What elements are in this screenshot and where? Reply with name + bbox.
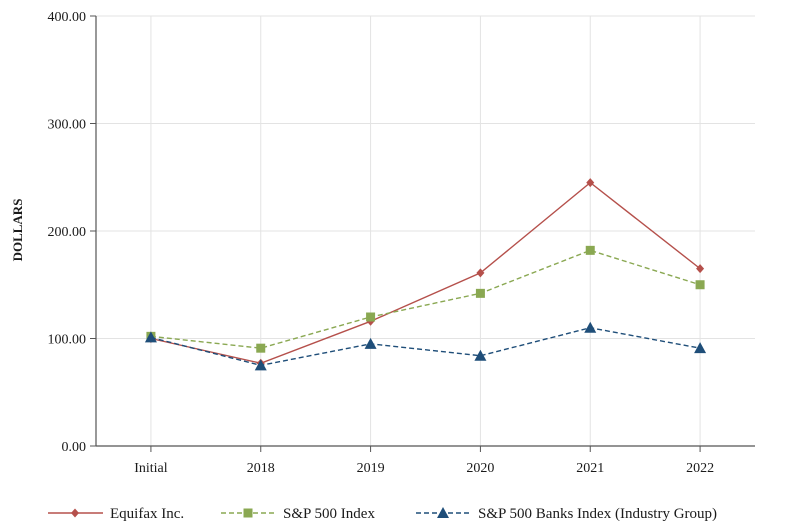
legend-marker: [437, 507, 449, 518]
y-tick-label: 0.00: [62, 440, 87, 455]
series-line: [150, 181, 701, 364]
y-tick-label: 200.00: [48, 225, 87, 240]
series-3: [144, 321, 707, 371]
series-1: [146, 178, 705, 368]
legend-label: S&P 500 Banks Index (Industry Group): [478, 506, 717, 521]
legend-marker: [71, 508, 79, 518]
data-point: [586, 178, 595, 188]
data-point: [584, 321, 597, 333]
data-point: [144, 331, 157, 343]
data-point: [476, 268, 485, 278]
x-tick-label: 2020: [466, 461, 494, 476]
data-point: [364, 337, 377, 349]
data-point: [474, 349, 487, 361]
data-point: [585, 245, 595, 255]
legend: Equifax Inc. S&P 500 Index S&P 500 Banks I…: [48, 506, 717, 521]
x-tick-label: 2019: [357, 461, 385, 476]
y-tick-label: 100.00: [48, 333, 87, 348]
y-axis-label: DOLLARS: [10, 199, 25, 262]
gridlines: [96, 15, 755, 447]
data-point: [254, 359, 267, 371]
y-tick-labels: 0.00 100.00 200.00 300.00 400.00: [48, 10, 87, 455]
legend-item-2: S&P 500 Index: [221, 506, 375, 521]
series-group: [144, 178, 707, 371]
data-point: [694, 342, 707, 354]
legend-label: Equifax Inc.: [110, 506, 184, 521]
x-tick-label: Initial: [134, 461, 168, 476]
y-tick-label: 300.00: [48, 118, 87, 133]
x-tick-label: 2022: [686, 461, 714, 476]
data-point: [256, 343, 266, 353]
legend-item-1: Equifax Inc.: [48, 506, 184, 521]
series-2: [146, 245, 705, 353]
x-tick-label: 2018: [247, 461, 275, 476]
data-point: [366, 312, 376, 322]
x-tick-label: 2021: [576, 461, 604, 476]
data-point: [475, 288, 485, 298]
axes: [90, 15, 755, 452]
x-tick-labels: Initial 2018 2019 2020 2021 2022: [134, 461, 714, 476]
legend-label: S&P 500 Index: [283, 506, 375, 521]
data-point: [696, 264, 705, 274]
data-point: [695, 280, 705, 290]
series-line: [150, 249, 701, 349]
y-tick-label: 400.00: [48, 10, 87, 25]
series-line: [150, 327, 701, 367]
legend-marker: [243, 508, 253, 518]
legend-item-3: S&P 500 Banks Index (Industry Group): [416, 506, 717, 521]
